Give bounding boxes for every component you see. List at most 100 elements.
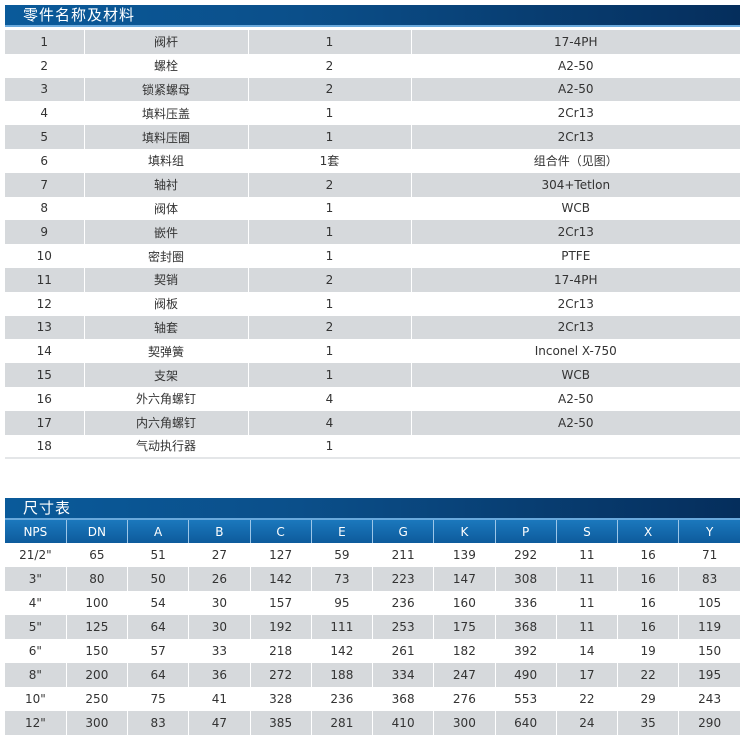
dimension-cell: 236 bbox=[310, 687, 373, 711]
dims-section-title: 尺寸表 bbox=[23, 499, 72, 517]
dimension-cell: 65 bbox=[65, 543, 128, 567]
dimension-cell: 223 bbox=[371, 567, 434, 591]
dimension-cell: 392 bbox=[494, 639, 557, 663]
part-no-cell: 18 bbox=[5, 434, 84, 460]
table-row: 10 密封圈 1 PTFE bbox=[5, 244, 740, 268]
dimension-cell: 75 bbox=[126, 687, 189, 711]
dimension-cell: 30 bbox=[188, 615, 250, 639]
dimension-cell: 16 bbox=[616, 591, 679, 615]
dimension-cell: 188 bbox=[310, 663, 373, 687]
quantity-cell: 2 bbox=[247, 267, 411, 292]
table-row: 12 阀板 1 2Cr13 bbox=[5, 291, 740, 316]
dimension-cell: 290 bbox=[678, 711, 740, 735]
column-header: S bbox=[555, 520, 618, 543]
column-header: A bbox=[126, 520, 189, 543]
part-no-cell: 17 bbox=[5, 410, 84, 435]
material-cell: PTFE bbox=[410, 244, 740, 268]
part-name-cell: 填料压盖 bbox=[83, 101, 248, 126]
dimensions-table: NPS DN A B C E G K P S X Y 21/2" 65 51 27 127 59 211 139 29… bbox=[5, 520, 740, 735]
part-name-cell: 锁紧螺母 bbox=[83, 77, 248, 102]
table-row: 16 外六角螺钉 4 A2-50 bbox=[5, 386, 740, 411]
column-header: P bbox=[494, 520, 557, 543]
dimension-cell: 33 bbox=[188, 639, 250, 663]
quantity-cell: 1 bbox=[247, 244, 411, 268]
column-header: E bbox=[310, 520, 373, 543]
dimension-cell: 300 bbox=[433, 711, 495, 735]
table-row: 4 填料压盖 1 2Cr13 bbox=[5, 101, 740, 126]
dimension-cell: 27 bbox=[188, 543, 250, 567]
dimension-cell: 236 bbox=[371, 591, 434, 615]
part-no-cell: 1 bbox=[5, 30, 84, 54]
dimension-cell: 139 bbox=[433, 543, 495, 567]
dimension-cell: 490 bbox=[494, 663, 557, 687]
part-no-cell: 2 bbox=[40, 58, 49, 73]
part-name-cell: 阀体 bbox=[83, 196, 248, 221]
material-cell bbox=[410, 434, 740, 460]
material-cell: A2-50 bbox=[410, 386, 740, 411]
quantity-cell: 2 bbox=[247, 77, 411, 102]
dimension-cell: 368 bbox=[371, 687, 434, 711]
dimension-cell: 80 bbox=[65, 567, 128, 591]
table-row: 1 阀杆 1 17-4PH bbox=[5, 30, 740, 54]
part-no-cell: 5 bbox=[5, 125, 84, 149]
dimension-cell: 410 bbox=[371, 711, 434, 735]
dimension-cell: 11 bbox=[555, 591, 618, 615]
dimension-cell: 12" bbox=[5, 711, 67, 735]
column-header: C bbox=[249, 520, 312, 543]
part-name-cell: 密封圈 bbox=[83, 244, 248, 268]
parts-section-title: 零件名称及材料 bbox=[23, 6, 136, 24]
part-no-cell: 6 bbox=[40, 153, 49, 168]
dimension-cell: 385 bbox=[249, 711, 312, 735]
quantity-cell: 1 bbox=[247, 291, 411, 316]
table-row: 18 气动执行器 1 bbox=[5, 434, 740, 460]
quantity-cell: 1 bbox=[247, 363, 411, 387]
quantity-cell: 1 bbox=[247, 196, 411, 221]
dimension-cell: 16 bbox=[616, 543, 679, 567]
material-cell: 2Cr13 bbox=[410, 291, 740, 316]
column-header: G bbox=[371, 520, 434, 543]
dimension-cell: 5" bbox=[5, 615, 67, 639]
dimension-cell: 26 bbox=[188, 567, 250, 591]
dimension-cell: 24 bbox=[555, 711, 618, 735]
dimension-cell: 160 bbox=[433, 591, 495, 615]
quantity-cell: 1 bbox=[247, 220, 411, 245]
quantity-cell: 1 bbox=[247, 101, 411, 126]
dimension-cell: 272 bbox=[249, 663, 312, 687]
table-row: 10" 250 75 41 328 236 368 276 553 22 29 243 bbox=[5, 687, 740, 711]
table-row: 7 轴衬 2 304+Tetlon bbox=[5, 172, 740, 197]
dimension-cell: 11 bbox=[555, 615, 618, 639]
dimension-cell: 105 bbox=[678, 591, 740, 615]
dimension-cell: 150 bbox=[65, 639, 128, 663]
material-cell: 2Cr13 bbox=[410, 220, 740, 245]
table-row: 11 契销 2 17-4PH bbox=[5, 267, 740, 292]
dimension-cell: 300 bbox=[65, 711, 128, 735]
dimension-cell: 21/2" bbox=[19, 548, 52, 562]
dimension-cell: 35 bbox=[616, 711, 679, 735]
quantity-cell: 2 bbox=[247, 172, 411, 197]
part-name-cell: 契弹簧 bbox=[83, 339, 248, 364]
part-no-cell: 8 bbox=[40, 201, 49, 216]
dimension-cell: 192 bbox=[249, 615, 312, 639]
part-name-cell: 填料压圈 bbox=[83, 125, 248, 149]
material-cell: 2Cr13 bbox=[410, 101, 740, 126]
dimension-cell: 261 bbox=[371, 639, 434, 663]
part-name-cell: 契销 bbox=[83, 267, 248, 292]
dimension-cell: 64 bbox=[126, 615, 189, 639]
dimension-cell: 6" bbox=[28, 644, 42, 658]
dimension-cell: 41 bbox=[188, 687, 250, 711]
dimension-cell: 247 bbox=[433, 663, 495, 687]
table-row: 21/2" 65 51 27 127 59 211 139 292 11 16 71 bbox=[5, 543, 740, 567]
parts-table: 1 阀杆 1 17-4PH 2 螺栓 2 A2-50 3 锁紧螺母 2 A2-50 4 填料压盖 1 2Cr1… bbox=[5, 30, 740, 460]
part-no-cell: 10 bbox=[36, 249, 52, 264]
dimension-cell: 147 bbox=[433, 567, 495, 591]
dimension-cell: 336 bbox=[494, 591, 557, 615]
material-cell: 17-4PH bbox=[410, 267, 740, 292]
dimension-cell: 36 bbox=[188, 663, 250, 687]
dimension-cell: 276 bbox=[433, 687, 495, 711]
dims-header-row: NPS DN A B C E G K P S X Y bbox=[5, 520, 740, 543]
dimension-cell: 328 bbox=[249, 687, 312, 711]
column-header: K bbox=[433, 520, 495, 543]
part-name-cell: 嵌件 bbox=[83, 220, 248, 245]
table-row: 3" 80 50 26 142 73 223 147 308 11 16 83 bbox=[5, 567, 740, 591]
dimension-cell: 83 bbox=[126, 711, 189, 735]
